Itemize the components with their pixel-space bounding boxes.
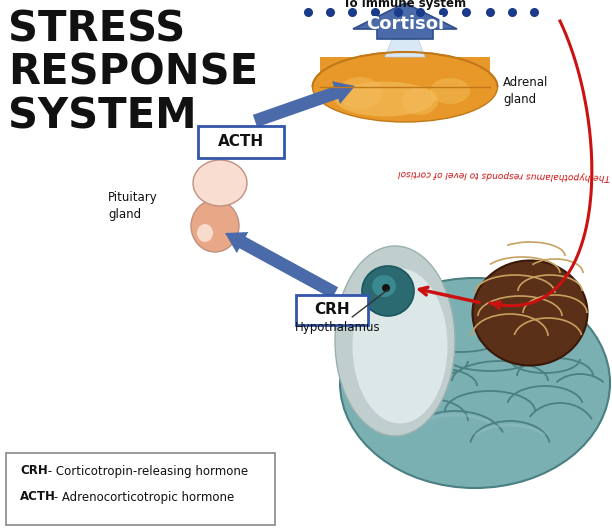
Ellipse shape (472, 261, 588, 365)
Text: ACTH: ACTH (20, 491, 56, 503)
Text: STRESS
RESPONSE
SYSTEM: STRESS RESPONSE SYSTEM (8, 8, 258, 138)
Polygon shape (353, 3, 457, 39)
Ellipse shape (197, 224, 213, 242)
Polygon shape (253, 81, 355, 127)
Ellipse shape (402, 87, 438, 115)
Ellipse shape (362, 266, 414, 316)
Text: Cortisol: Cortisol (366, 15, 444, 33)
Ellipse shape (353, 269, 447, 424)
Text: Adrenal
gland: Adrenal gland (503, 76, 548, 106)
Ellipse shape (372, 275, 396, 297)
Ellipse shape (191, 200, 239, 252)
Text: - Adrenocorticotropic hormone: - Adrenocorticotropic hormone (50, 491, 234, 503)
FancyBboxPatch shape (296, 295, 368, 325)
Ellipse shape (193, 160, 247, 206)
Text: Hypothalamus: Hypothalamus (295, 290, 388, 335)
Text: ACTH: ACTH (218, 134, 264, 150)
Ellipse shape (335, 246, 455, 436)
FancyBboxPatch shape (198, 126, 284, 158)
Text: Pituitary
gland: Pituitary gland (108, 191, 158, 221)
Text: - Corticotropin-releasing hormone: - Corticotropin-releasing hormone (44, 465, 248, 477)
Text: CRH: CRH (20, 465, 48, 477)
Text: To immune system: To immune system (343, 0, 466, 10)
Polygon shape (225, 232, 338, 299)
Ellipse shape (335, 81, 435, 116)
Ellipse shape (430, 78, 470, 104)
Ellipse shape (340, 278, 610, 488)
Text: CRH: CRH (314, 303, 350, 318)
Polygon shape (385, 39, 425, 57)
Ellipse shape (338, 77, 382, 109)
Text: The hypothalamus responds to level of cortisol: The hypothalamus responds to level of co… (398, 168, 610, 181)
FancyBboxPatch shape (6, 453, 275, 525)
Ellipse shape (313, 52, 498, 122)
Ellipse shape (382, 284, 390, 292)
Bar (320, 57, 490, 87)
